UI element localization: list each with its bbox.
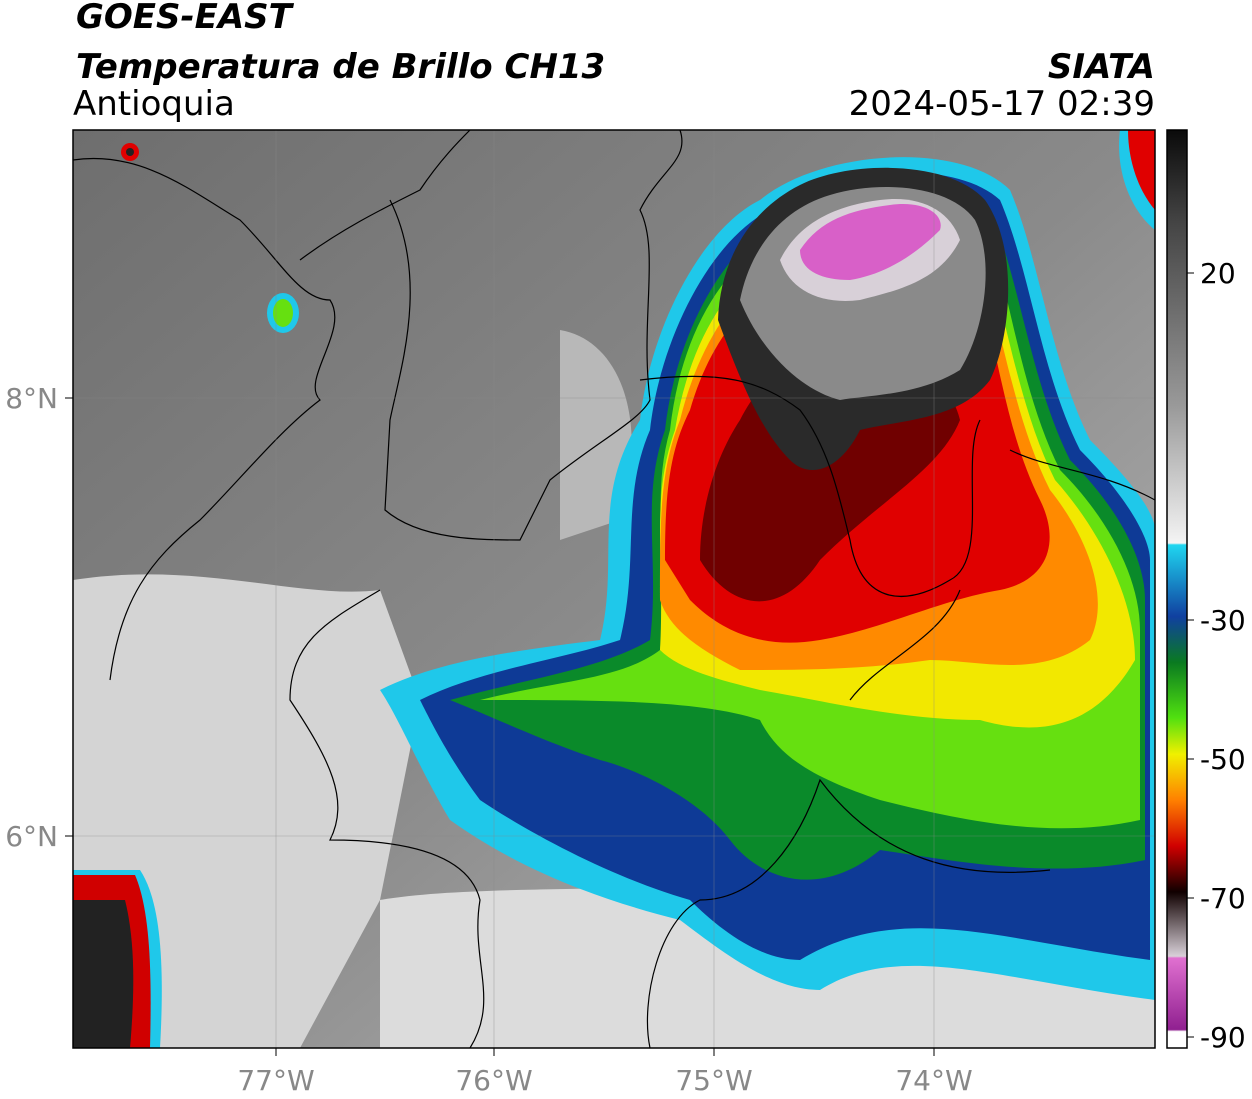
product-title: Temperatura de Brillo CH13 (76, 47, 605, 87)
colorbar-tick-label: -90 (1200, 1021, 1246, 1054)
colorbar-tick-label: -70 (1200, 882, 1246, 915)
satellite-image (73, 130, 1155, 1048)
region-label: Antioquia (73, 84, 235, 124)
satellite-title: GOES-EAST (76, 0, 295, 37)
lon-tick-label: 74°W (895, 1064, 972, 1097)
colorbar-tick-label: 20 (1200, 257, 1236, 290)
lon-tick-label: 75°W (675, 1064, 752, 1097)
axis-labels: 77°W 76°W 75°W 74°W 8°N 6°N 20 -30 -50 -70 -90 (5, 257, 1246, 1097)
datetime-label: 2024-05-17 02:39 (849, 84, 1155, 124)
graticule (65, 130, 1155, 1056)
map-frame (72, 129, 1156, 1049)
lon-tick-label: 76°W (455, 1064, 532, 1097)
lon-tick-label: 77°W (237, 1064, 314, 1097)
colorbar-tick-label: -30 (1200, 604, 1246, 637)
colorbar-tick-label: -50 (1200, 743, 1246, 776)
colorbar (1166, 129, 1188, 1049)
lat-tick-label: 8°N (5, 382, 58, 415)
agency-label: SIATA (1048, 47, 1155, 87)
lat-tick-label: 6°N (5, 820, 58, 853)
